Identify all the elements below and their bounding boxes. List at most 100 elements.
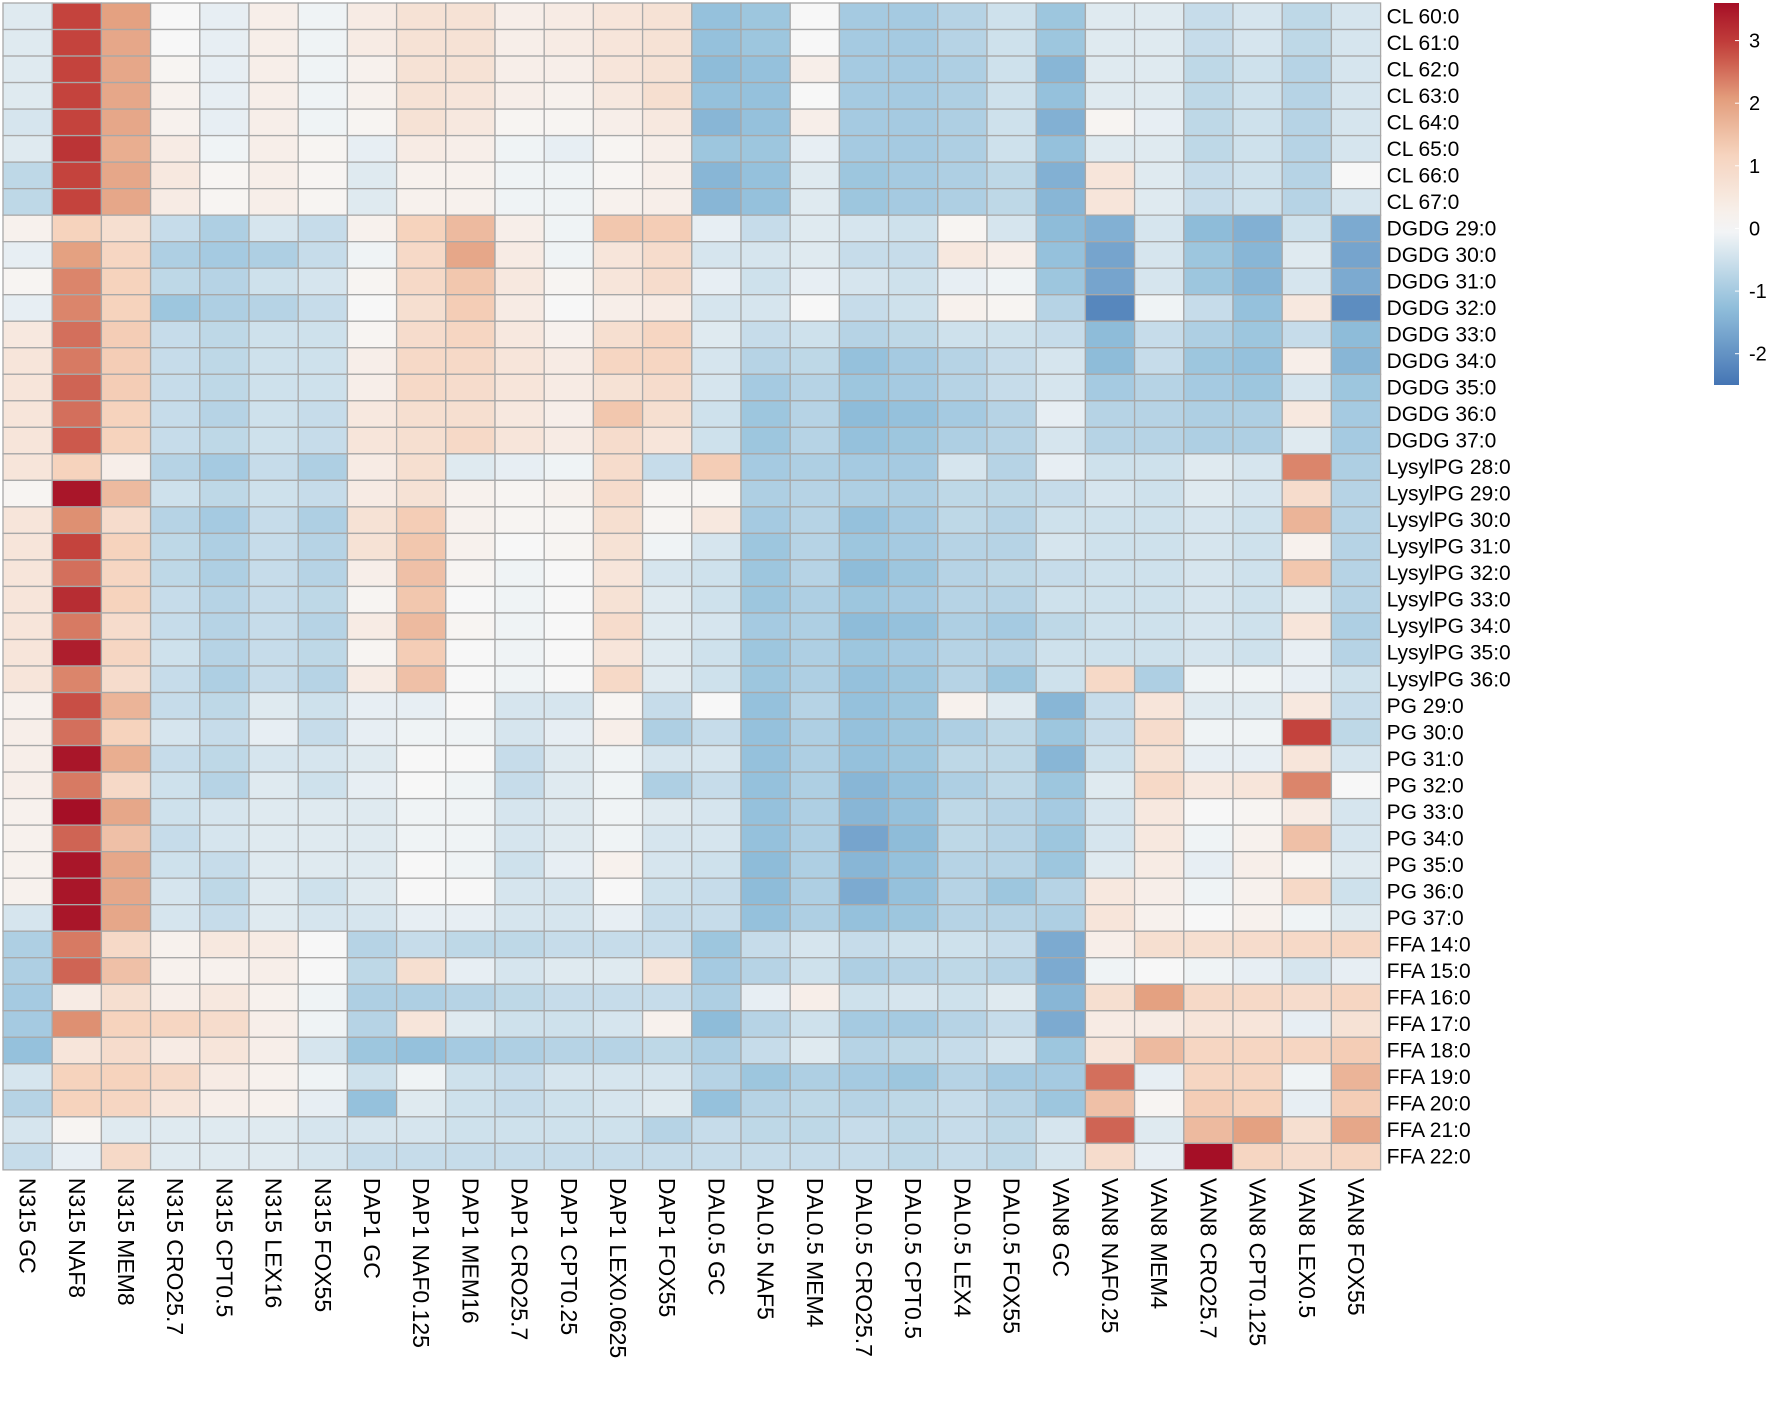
heatmap-cell xyxy=(1232,1063,1283,1091)
heatmap-cell xyxy=(494,2,545,31)
heatmap-cell xyxy=(1330,400,1382,428)
heatmap-cell xyxy=(346,585,398,614)
heatmap-cell xyxy=(887,241,939,269)
heatmap-cell xyxy=(1281,1010,1333,1038)
heatmap-cell xyxy=(1232,797,1283,826)
heatmap-cell xyxy=(1035,134,1087,163)
heatmap-cell xyxy=(1084,1142,1136,1171)
heatmap-cell xyxy=(838,161,890,190)
heatmap-cell xyxy=(445,797,496,826)
heatmap-cell xyxy=(641,1142,693,1171)
heatmap-cell xyxy=(494,983,545,1012)
heatmap-cell xyxy=(887,850,939,879)
heatmap-cell xyxy=(1232,28,1283,57)
heatmap-cell xyxy=(199,983,250,1012)
heatmap-cell xyxy=(1281,453,1333,482)
heatmap-cell xyxy=(691,373,742,402)
row-label: LysylPG 31:0 xyxy=(1387,536,1511,559)
heatmap-cell xyxy=(543,1142,595,1171)
heatmap-cell xyxy=(1084,1063,1136,1091)
heatmap-cell xyxy=(937,187,988,216)
heatmap-cell xyxy=(838,559,890,588)
heatmap-cell xyxy=(592,267,644,296)
heatmap-cell xyxy=(297,1142,349,1171)
heatmap-cell xyxy=(346,983,398,1012)
heatmap-cell xyxy=(691,2,742,31)
heatmap-cell xyxy=(1232,850,1283,879)
heatmap-cell xyxy=(199,797,250,826)
heatmap-cell xyxy=(51,426,103,455)
heatmap-cell xyxy=(691,904,742,932)
heatmap-cell xyxy=(986,638,1037,667)
heatmap-cell xyxy=(1084,612,1136,641)
heatmap-cell xyxy=(1183,134,1234,163)
heatmap-cell xyxy=(346,1142,398,1171)
heatmap-cell xyxy=(543,559,595,588)
heatmap-cell xyxy=(199,850,250,879)
heatmap-cell xyxy=(592,1116,644,1145)
heatmap-cell xyxy=(1330,187,1382,216)
heatmap-cell xyxy=(445,1142,496,1171)
heatmap-cell xyxy=(1133,744,1185,773)
heatmap-cell xyxy=(199,187,250,216)
heatmap-cell xyxy=(543,638,595,667)
heatmap-cell xyxy=(1133,612,1185,641)
heatmap-cell xyxy=(986,1010,1037,1038)
heatmap-cell xyxy=(1035,1089,1087,1118)
row-label: CL 62:0 xyxy=(1387,58,1460,81)
heatmap-cell xyxy=(346,1116,398,1145)
heatmap-cell xyxy=(838,426,890,455)
heatmap-cell xyxy=(494,426,545,455)
heatmap-cell xyxy=(691,638,742,667)
heatmap-cell xyxy=(1281,28,1333,57)
heatmap-cell xyxy=(51,320,103,349)
heatmap-cell xyxy=(1035,877,1087,906)
heatmap-cell xyxy=(838,877,890,906)
heatmap-cell xyxy=(838,267,890,296)
heatmap-cell xyxy=(494,904,545,932)
heatmap-cell xyxy=(248,453,299,482)
heatmap-cell xyxy=(1232,612,1283,641)
heatmap-cell xyxy=(641,214,693,243)
heatmap-cell xyxy=(1281,161,1333,190)
heatmap-cell xyxy=(445,850,496,879)
heatmap-cell xyxy=(543,612,595,641)
heatmap-cell xyxy=(100,479,152,508)
heatmap-cell xyxy=(1084,718,1136,747)
heatmap-cell xyxy=(395,267,447,296)
heatmap-cell xyxy=(2,267,53,296)
heatmap-cell xyxy=(887,877,939,906)
heatmap-cell xyxy=(789,930,841,959)
heatmap-cell xyxy=(1084,691,1136,720)
heatmap-cell xyxy=(51,28,103,57)
heatmap-cell xyxy=(789,55,841,84)
heatmap-cell xyxy=(1183,81,1234,110)
heatmap-cell xyxy=(2,1063,53,1091)
heatmap-cell xyxy=(149,904,201,932)
heatmap-cell xyxy=(887,532,939,561)
heatmap-cell xyxy=(248,797,299,826)
heatmap-cell xyxy=(445,771,496,800)
heatmap-cell xyxy=(346,1089,398,1118)
heatmap-cell xyxy=(51,585,103,614)
heatmap-cell xyxy=(1035,691,1087,720)
heatmap-cell xyxy=(641,824,693,853)
heatmap-cell xyxy=(986,506,1037,535)
heatmap-cell xyxy=(740,1063,791,1091)
heatmap-cell xyxy=(1281,1089,1333,1118)
heatmap-cell xyxy=(297,400,349,428)
heatmap-cell xyxy=(543,744,595,773)
heatmap-cell xyxy=(297,161,349,190)
heatmap-cell xyxy=(445,28,496,57)
row-label: LysylPG 28:0 xyxy=(1387,456,1511,479)
heatmap-cell xyxy=(1183,373,1234,402)
heatmap-cell xyxy=(986,2,1037,31)
heatmap-cell xyxy=(494,850,545,879)
heatmap-cell xyxy=(1183,1142,1234,1171)
row-label: FFA 15:0 xyxy=(1387,960,1471,983)
heatmap-cell xyxy=(149,691,201,720)
heatmap-cell xyxy=(691,506,742,535)
heatmap-cell xyxy=(789,638,841,667)
heatmap-cell xyxy=(100,426,152,455)
row-label: CL 65:0 xyxy=(1387,138,1460,161)
